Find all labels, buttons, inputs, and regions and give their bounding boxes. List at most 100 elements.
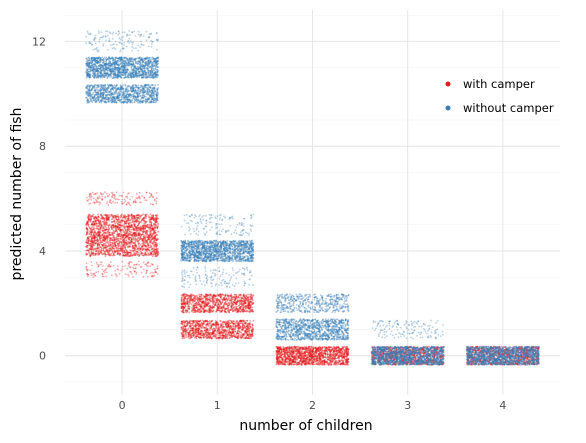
data-point [129,219,132,222]
data-point [94,221,97,224]
data-point [94,224,97,226]
data-point [113,214,116,217]
data-point [95,261,98,264]
data-point [188,321,191,323]
data-point [278,358,281,361]
data-point [113,193,116,196]
data-point [219,332,222,335]
data-point [86,196,88,199]
data-point [155,197,158,200]
data-point [138,230,141,232]
data-point [182,330,185,333]
data-point [131,217,134,219]
data-point [138,227,141,230]
data-point [154,270,157,273]
data-point [128,227,131,229]
data-point [105,246,108,249]
data-point [213,300,216,302]
data-point [110,195,113,198]
data-point [152,240,155,243]
data-point [124,226,127,229]
data-point [88,225,90,228]
data-point [118,226,121,229]
data-point [119,235,122,238]
data-point [222,332,225,335]
data-point [182,321,184,324]
data-point [100,247,103,250]
data-point [152,238,155,241]
data-point [85,249,87,252]
data-point [180,326,183,329]
data-point [221,337,224,340]
data-point [230,320,233,323]
data-point [157,254,159,256]
data-point [233,328,236,330]
data-point [86,275,89,278]
data-point [145,191,148,194]
data-point [103,240,106,243]
data-point [155,192,158,194]
data-point [116,227,119,229]
data-point [137,227,140,229]
data-point [111,243,114,246]
data-point [105,248,108,251]
data-point [139,244,142,246]
data-point [135,244,138,247]
data-point [104,196,106,199]
data-point [93,223,96,225]
data-point [124,200,127,202]
data-point [123,215,125,218]
data-point [143,244,146,247]
data-point [192,325,195,328]
data-point [132,266,134,269]
data-point [227,297,230,300]
data-point [132,228,135,230]
data-point [115,214,118,217]
data-point [99,261,102,263]
data-point [112,200,114,203]
data-point [93,227,96,230]
data-point [94,252,97,255]
data-point [122,217,125,219]
data-point [133,216,136,219]
data-point [116,225,119,228]
data-point [192,311,195,314]
data-point [221,309,224,311]
data-point [182,308,185,310]
data-point [132,220,135,223]
data-point [109,237,112,240]
data-point [138,263,141,266]
data-point [131,221,134,224]
data-point [120,231,122,234]
data-point [325,357,328,359]
data-point [114,201,116,204]
data-point [189,336,192,339]
data-point [106,214,109,217]
data-point [344,363,347,366]
data-point [89,240,92,243]
data-point [126,234,128,237]
data-point [230,301,233,304]
data-point [102,227,105,229]
data-point [119,247,122,250]
data-point [96,192,98,195]
data-point [154,248,157,251]
data-point [209,299,212,302]
data-point [188,330,191,332]
data-point [248,323,251,326]
data-point [241,300,244,303]
data-point [146,269,148,272]
data-point [227,302,230,304]
data-point [196,329,199,332]
data-point [137,213,139,216]
data-point [208,311,210,314]
data-point [142,242,145,245]
data-point [91,214,94,217]
data-point [232,320,235,322]
data-point [180,322,183,325]
data-point [219,302,222,304]
data-point [90,272,92,275]
data-point [85,272,88,275]
data-point [136,263,138,265]
data-point [126,231,129,234]
